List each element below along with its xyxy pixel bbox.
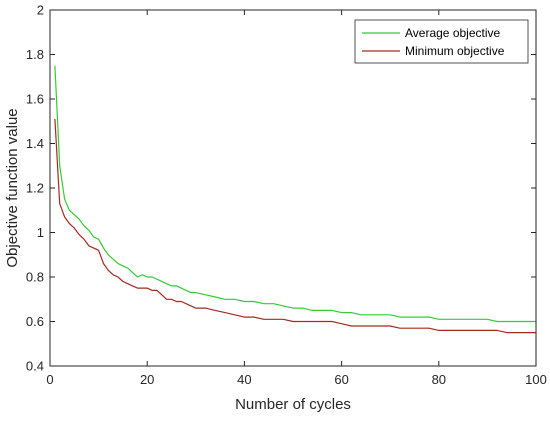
x-tick-label: 80 (432, 372, 446, 387)
y-tick-label: 1.6 (26, 92, 44, 107)
x-tick-label: 0 (46, 372, 53, 387)
y-tick-label: 2 (37, 3, 44, 18)
y-tick-label: 1.2 (26, 181, 44, 196)
y-tick-labels: 0.4 0.6 0.8 1 1.2 1.4 1.6 1.8 2 (26, 3, 44, 374)
y-tick-label: 1.4 (26, 136, 44, 151)
plot-area (50, 10, 536, 366)
y-axis-label: Objective function value (4, 108, 21, 267)
plot-box (49, 9, 537, 367)
average-objective-line (54, 65, 536, 323)
y-tick-label: 0.4 (26, 359, 44, 374)
x-tick-label: 40 (237, 372, 251, 387)
x-tick-label: 20 (140, 372, 154, 387)
legend-box (354, 19, 529, 64)
x-tick-label: 60 (334, 372, 348, 387)
y-tick-label: 0.8 (26, 270, 44, 285)
legend-label-minimum: Minimum objective (405, 44, 505, 58)
y-tick-label: 1.8 (26, 47, 44, 62)
x-axis-label: Number of cycles (235, 396, 351, 413)
x-tick-labels: 0 20 40 60 80 100 (46, 372, 546, 387)
minimum-objective-line (54, 118, 536, 334)
legend-label-average: Average objective (405, 26, 501, 40)
legend: Average objective Minimum objective (354, 19, 529, 64)
series-lines (54, 65, 536, 334)
y-tick-label: 1 (37, 225, 44, 240)
y-tick-label: 0.6 (26, 314, 44, 329)
x-tick-label: 100 (525, 372, 547, 387)
